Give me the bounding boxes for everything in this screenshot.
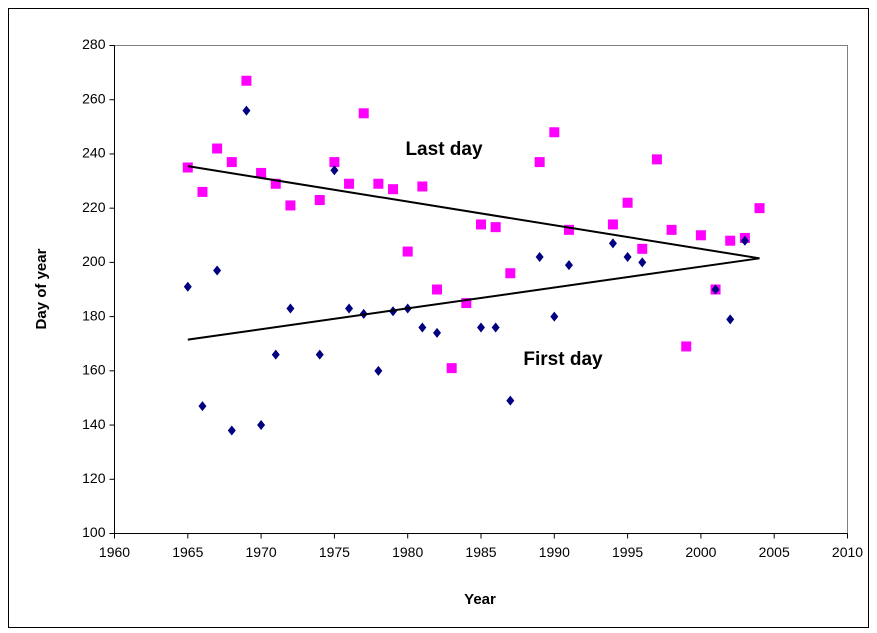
point — [286, 303, 295, 314]
point — [433, 327, 442, 338]
point — [681, 341, 692, 352]
x-tick-label: 2010 — [832, 544, 863, 560]
point — [607, 219, 618, 230]
y-tick-label: 180 — [82, 307, 106, 323]
point — [198, 401, 207, 412]
point — [505, 268, 516, 279]
x-tick-label: 1970 — [246, 544, 277, 560]
trend-line — [187, 257, 760, 341]
point — [550, 311, 559, 322]
point — [491, 322, 500, 333]
x-axis-title: Year — [464, 591, 496, 608]
x-tick-label: 1965 — [172, 544, 203, 560]
y-tick-label: 100 — [82, 524, 106, 540]
y-tick-label: 220 — [82, 199, 106, 215]
point — [329, 157, 340, 168]
point — [271, 349, 280, 360]
point — [226, 157, 237, 168]
point — [374, 365, 383, 376]
point — [344, 178, 355, 189]
point — [608, 238, 617, 249]
point — [417, 181, 428, 192]
point — [330, 165, 339, 176]
x-tick-label: 2005 — [759, 544, 790, 560]
point — [270, 178, 281, 189]
point — [740, 235, 749, 246]
point — [212, 143, 223, 154]
point — [695, 230, 706, 241]
plot-area — [114, 45, 848, 534]
point — [256, 167, 267, 178]
x-tick-label: 1960 — [99, 544, 130, 560]
point — [241, 75, 252, 86]
point — [418, 322, 427, 333]
point — [257, 420, 266, 431]
point — [345, 303, 354, 314]
y-axis-title: Day of year — [33, 248, 50, 329]
point — [432, 284, 443, 295]
y-tick-label: 200 — [82, 253, 106, 269]
annotation: First day — [523, 349, 603, 370]
point — [549, 127, 560, 138]
trend-line — [187, 165, 760, 260]
point — [227, 425, 236, 436]
x-tick-label: 2000 — [685, 544, 716, 560]
point — [373, 178, 384, 189]
point — [564, 260, 573, 271]
point — [358, 108, 369, 119]
x-tick-label: 1990 — [539, 544, 570, 560]
point — [461, 298, 472, 309]
point — [213, 265, 222, 276]
x-tick-label: 1995 — [612, 544, 643, 560]
y-tick-label: 280 — [82, 36, 106, 52]
point — [388, 184, 399, 195]
point — [477, 322, 485, 333]
point — [476, 219, 486, 230]
point — [314, 195, 325, 206]
point — [754, 203, 765, 214]
point — [638, 257, 647, 268]
x-tick-label: 1975 — [319, 544, 350, 560]
point — [666, 224, 677, 235]
point — [623, 251, 632, 262]
chart-frame — [8, 8, 869, 628]
point — [183, 281, 192, 292]
y-tick-label: 240 — [82, 145, 106, 161]
point — [725, 235, 736, 246]
point — [534, 157, 545, 168]
x-tick-label: 1985 — [465, 544, 496, 560]
point — [563, 224, 574, 235]
point — [182, 162, 193, 173]
point — [315, 349, 324, 360]
point — [197, 186, 208, 197]
point — [446, 363, 457, 374]
point — [622, 197, 633, 208]
y-tick-label: 140 — [82, 416, 106, 432]
point — [726, 314, 735, 325]
point — [711, 284, 720, 295]
point — [490, 222, 501, 233]
y-tick-label: 160 — [82, 362, 106, 378]
point — [535, 251, 544, 262]
y-tick-label: 260 — [82, 90, 106, 106]
point — [402, 246, 413, 257]
y-tick-label: 120 — [82, 470, 106, 486]
point — [242, 105, 251, 116]
x-tick-label: 1980 — [392, 544, 423, 560]
annotation: Last day — [405, 139, 483, 160]
point — [285, 200, 296, 211]
point — [506, 395, 515, 406]
point — [651, 154, 662, 165]
point — [637, 243, 648, 254]
